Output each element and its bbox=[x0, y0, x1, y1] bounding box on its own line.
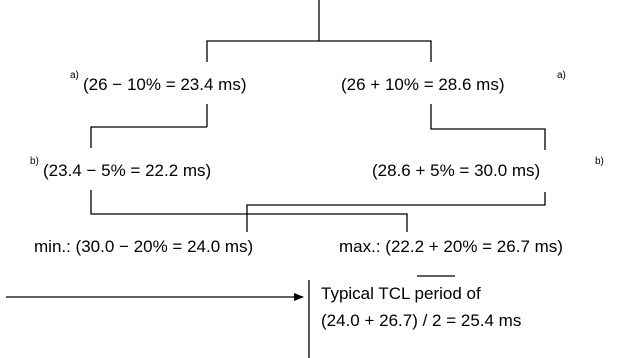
min-label: min.: (30.0 − 20% = 24.0 ms) bbox=[34, 237, 253, 256]
minus-5-label: (23.4 − 5% = 22.2 ms) bbox=[43, 161, 211, 180]
split-10pct-bar bbox=[206, 40, 432, 62]
tcl-term: TCL bbox=[378, 284, 410, 303]
result-title-prefix: Typical bbox=[321, 284, 378, 303]
plus-5-label: (28.6 + 5% = 30.0 ms) bbox=[372, 161, 540, 180]
footnote-a-left: a) bbox=[70, 70, 79, 81]
result-title-suffix: period of bbox=[410, 284, 481, 303]
result-formula: (24.0 + 26.7) / 2 = 25.4 ms bbox=[321, 311, 521, 330]
plus-10-stem bbox=[430, 104, 546, 150]
result-title: Typical TCL period of bbox=[321, 284, 481, 303]
footnote-a-right: a) bbox=[557, 70, 566, 81]
footnote-b-right: b) bbox=[595, 156, 604, 167]
split-5pct-left-bar bbox=[90, 126, 207, 148]
plus-10-label: (26 + 10% = 28.6 ms) bbox=[341, 75, 504, 94]
minus-10-label: (26 − 10% = 23.4 ms) bbox=[83, 75, 246, 94]
plus-5-stem bbox=[246, 192, 546, 232]
minus-5-stem bbox=[90, 190, 408, 232]
max-label: max.: (22.2 + 20% = 26.7 ms) bbox=[339, 237, 563, 256]
tree-connectors bbox=[6, 0, 546, 358]
footnote-b-left: b) bbox=[30, 156, 39, 167]
